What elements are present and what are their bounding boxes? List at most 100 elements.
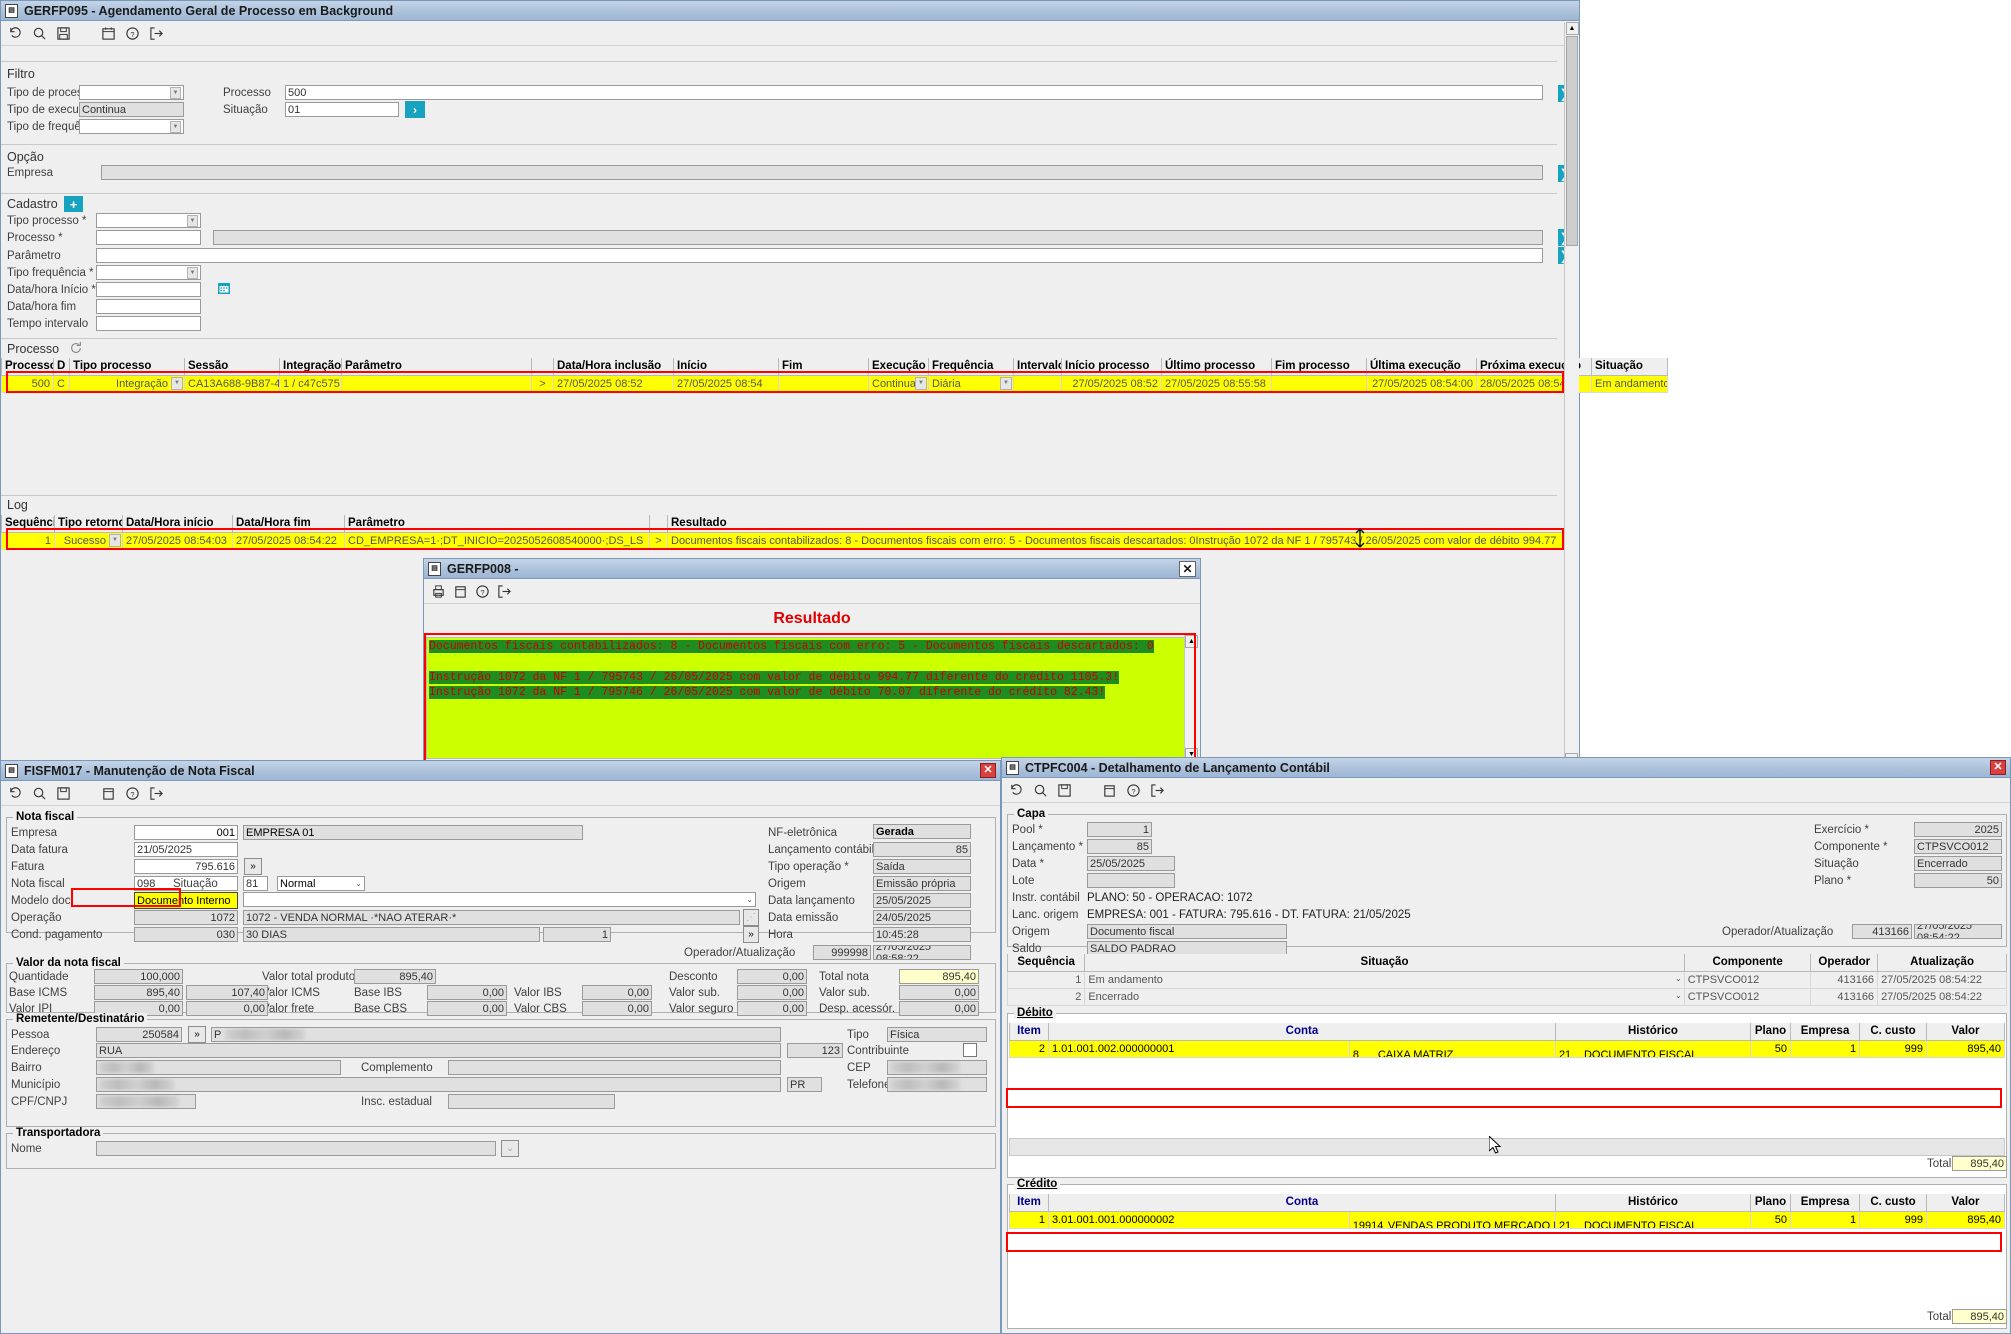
lancamento-input[interactable]: 85	[1087, 839, 1152, 854]
origem-value[interactable]: Emissão própria	[873, 876, 971, 891]
telefone-input[interactable]	[887, 1077, 987, 1092]
cad-tipo-processo-select[interactable]: ▼	[96, 213, 201, 228]
fatura-input[interactable]: 795.616	[134, 859, 238, 874]
calendar-icon[interactable]	[453, 584, 468, 599]
complemento-input[interactable]	[448, 1060, 781, 1075]
col-cred-plano[interactable]: Plano	[1749, 1194, 1792, 1212]
help-icon[interactable]: ?	[125, 26, 140, 41]
cell-sit-situacao[interactable]: Encerrado ⌄	[1084, 987, 1685, 1006]
col-processo[interactable]: Processo	[1, 358, 54, 376]
col-cred-item[interactable]: Item	[1009, 1194, 1049, 1212]
transportadora-nome-input[interactable]	[96, 1141, 496, 1156]
contribuinte-checkbox[interactable]	[963, 1043, 977, 1057]
close-icon[interactable]: ✕	[980, 763, 996, 778]
undo-icon[interactable]	[8, 786, 23, 801]
lancamento-contabil-value[interactable]: 85	[873, 842, 971, 857]
save-icon[interactable]	[56, 786, 71, 801]
calendar-icon[interactable]	[101, 786, 116, 801]
situacao-capa-value[interactable]: Encerrado	[1914, 856, 2002, 871]
col-resultado[interactable]: Resultado	[667, 515, 1568, 533]
pool-input[interactable]: 1	[1087, 822, 1152, 837]
col-deb-conta[interactable]: Conta	[1047, 1023, 1556, 1041]
help-icon[interactable]: ?	[475, 584, 490, 599]
scroll-up-icon[interactable]: ▲	[1185, 635, 1198, 648]
table-row[interactable]: 1 Em andamento ⌄ CTPSVCO012 413166 27/05/…	[1006, 970, 2007, 989]
col-deb-historico[interactable]: Histórico	[1554, 1023, 1751, 1041]
cad-processo-input[interactable]	[96, 230, 201, 245]
cad-tipo-freq-select[interactable]: ▼	[96, 265, 201, 280]
exit-icon[interactable]	[149, 786, 164, 801]
col-sit-situacao[interactable]: Situação	[1084, 954, 1685, 972]
tipo-pessoa-value[interactable]: Física	[887, 1027, 987, 1042]
col-cred-conta[interactable]: Conta	[1047, 1194, 1556, 1212]
empresa-code-input[interactable]: 001	[134, 825, 238, 840]
close-icon[interactable]: ✕	[1179, 560, 1196, 577]
cell-tipo-retorno[interactable]: Sucesso ▼	[54, 531, 123, 550]
origem-ctp-value[interactable]: Documento fiscal	[1087, 924, 1287, 939]
col-deb-item[interactable]: Item	[1009, 1023, 1049, 1041]
undo-icon[interactable]	[8, 26, 23, 41]
chevron-down-icon[interactable]: ⌄	[1675, 990, 1682, 1000]
resultado-scrollbar[interactable]: ▲ ▼	[1184, 635, 1199, 761]
help-icon[interactable]: ?	[1126, 783, 1141, 798]
save-icon[interactable]	[56, 26, 71, 41]
bairro-input[interactable]	[96, 1060, 341, 1075]
cad-data-fim-input[interactable]	[96, 299, 201, 314]
col-sit-atualizacao[interactable]: Atualização	[1877, 954, 2007, 972]
col-data-inclusao[interactable]: Data/Hora inclusão	[553, 358, 674, 376]
exercicio-value[interactable]: 2025	[1914, 822, 2002, 837]
col-data-hora-fim[interactable]: Data/Hora fim	[232, 515, 345, 533]
refresh-icon[interactable]	[69, 341, 84, 356]
cadastro-add-button[interactable]: +	[64, 196, 83, 212]
municipio-input[interactable]	[96, 1077, 781, 1092]
data-input[interactable]: 25/05/2025	[1087, 856, 1175, 871]
col-ultima-execucao[interactable]: Última execução	[1366, 358, 1477, 376]
data-lancamento-value[interactable]: 25/05/2025	[873, 893, 971, 908]
filtro-go-button[interactable]: ›	[405, 101, 425, 118]
col-blank[interactable]	[531, 358, 554, 376]
chevron-down-icon[interactable]: ⌄	[1675, 973, 1682, 983]
close-icon[interactable]: ✕	[1990, 760, 2006, 775]
cad-tempo-intervalo-input[interactable]	[96, 316, 201, 331]
col-cred-historico[interactable]: Histórico	[1554, 1194, 1751, 1212]
search-icon[interactable]	[1033, 783, 1048, 798]
cell-sit-situacao[interactable]: Em andamento ⌄	[1084, 970, 1685, 989]
chevron-down-icon[interactable]: ▼	[109, 533, 121, 547]
componente-value[interactable]: CTPSVCO012	[1914, 839, 2002, 854]
processo-filter-input[interactable]: 500	[285, 85, 1543, 100]
endereco-input[interactable]: RUA	[96, 1043, 781, 1058]
col-cred-valor[interactable]: Valor	[1925, 1194, 2006, 1212]
cond-pagamento-num-input[interactable]: 1	[543, 927, 611, 942]
exit-icon[interactable]	[497, 584, 512, 599]
col-cred-empresa[interactable]: Empresa	[1790, 1194, 1861, 1212]
fatura-nav-button[interactable]: »	[244, 858, 262, 875]
cell-tipo-processo[interactable]: Integração ▼	[69, 374, 185, 393]
pessoa-nav-button[interactable]: »	[188, 1026, 206, 1043]
col-deb-empresa[interactable]: Empresa	[1790, 1023, 1861, 1041]
col-inicio[interactable]: Início	[673, 358, 779, 376]
vertical-scrollbar[interactable]: ▲ ▼	[1564, 22, 1579, 766]
pessoa-input[interactable]: 250584	[96, 1027, 182, 1042]
col-data-hora-inicio[interactable]: Data/Hora início	[122, 515, 233, 533]
undo-icon[interactable]	[1009, 783, 1024, 798]
col-intervalo[interactable]: Intervalo	[1013, 358, 1062, 376]
cep-input[interactable]	[887, 1060, 987, 1075]
table-row[interactable]: 1 Sucesso ▼ 27/05/2025 08:54:03 27/05/202…	[1, 531, 1568, 550]
search-icon[interactable]	[32, 26, 47, 41]
col-log-parametro[interactable]: Parâmetro	[344, 515, 650, 533]
situacao-nf-select[interactable]: Normal ⌄	[277, 876, 365, 891]
situacao-filter-input[interactable]: 01	[285, 102, 399, 117]
save-icon[interactable]	[1057, 783, 1072, 798]
col-ultimo-processo[interactable]: Último processo	[1161, 358, 1272, 376]
nota-fiscal-serie-input[interactable]: 81	[243, 876, 268, 891]
print-icon[interactable]	[431, 584, 446, 599]
col-deb-plano[interactable]: Plano	[1749, 1023, 1792, 1041]
empresa-opcao-input[interactable]	[101, 165, 1543, 180]
cad-data-inicio-input[interactable]	[96, 282, 201, 297]
cpf-cnpj-input[interactable]	[96, 1094, 196, 1109]
tipo-execucao-input[interactable]: Continua	[79, 102, 184, 117]
table-row[interactable]: 2 Encerrado ⌄ CTPSVCO012 413166 27/05/202…	[1006, 987, 2007, 1006]
lote-input[interactable]	[1087, 873, 1175, 888]
col-parametro[interactable]: Parâmetro	[341, 358, 532, 376]
col-cred-ccusto[interactable]: C. custo	[1859, 1194, 1927, 1212]
